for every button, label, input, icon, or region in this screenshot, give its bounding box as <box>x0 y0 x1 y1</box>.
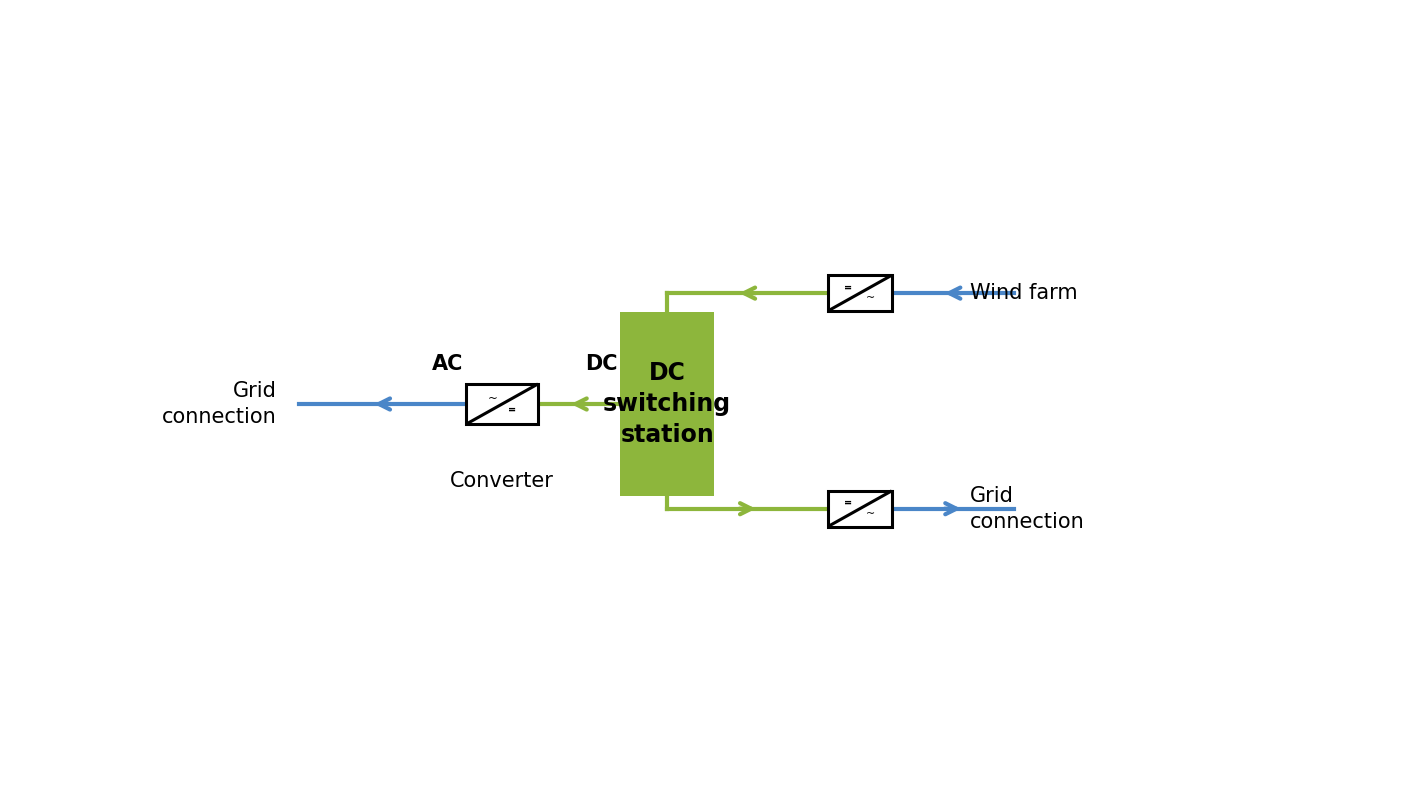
Text: Converter: Converter <box>450 471 554 491</box>
Text: ~: ~ <box>866 509 875 519</box>
Text: ~: ~ <box>487 392 497 405</box>
Text: Grid
connection: Grid connection <box>162 381 277 427</box>
Text: DC: DC <box>585 354 618 374</box>
Text: Wind farm: Wind farm <box>970 283 1078 303</box>
Text: Grid
connection: Grid connection <box>970 486 1085 532</box>
Text: ~: ~ <box>866 294 875 303</box>
Text: AC: AC <box>432 354 463 374</box>
Text: =: = <box>843 282 852 292</box>
Bar <box>828 491 892 526</box>
Text: =: = <box>843 498 852 508</box>
Text: =: = <box>507 404 515 414</box>
Text: DC
switching
station: DC switching station <box>604 362 731 446</box>
Bar <box>466 384 538 424</box>
Bar <box>621 312 714 496</box>
Bar <box>828 275 892 311</box>
